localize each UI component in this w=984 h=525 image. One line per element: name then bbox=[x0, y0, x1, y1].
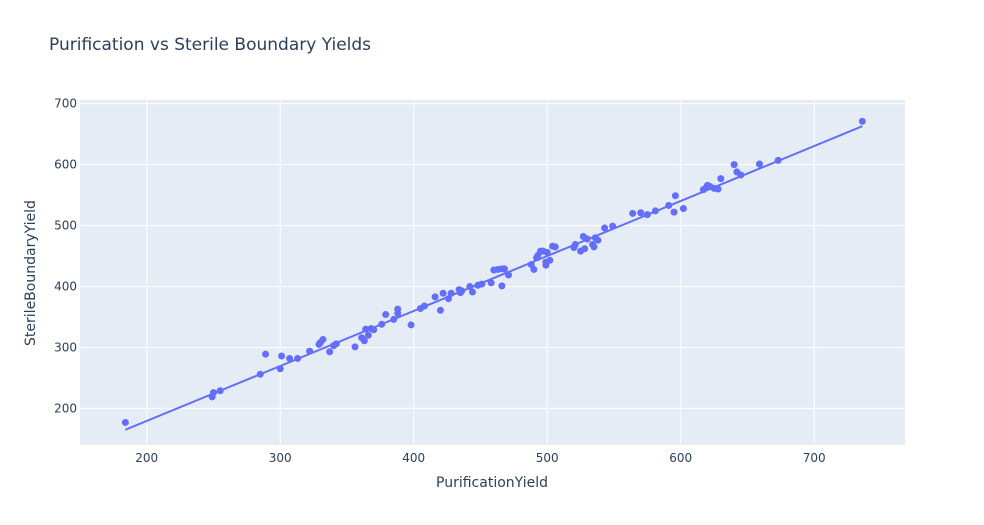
data-point bbox=[670, 208, 678, 216]
data-point bbox=[436, 306, 444, 314]
data-point bbox=[478, 280, 486, 288]
data-point bbox=[444, 295, 452, 303]
data-point bbox=[501, 265, 509, 273]
y-tick-label: 700 bbox=[54, 97, 77, 111]
x-tick-label: 200 bbox=[135, 451, 158, 465]
data-point bbox=[468, 288, 476, 296]
data-point bbox=[637, 209, 645, 217]
data-point bbox=[714, 185, 722, 193]
x-tick-label: 600 bbox=[669, 451, 692, 465]
data-point bbox=[278, 352, 286, 360]
data-point bbox=[543, 248, 551, 256]
data-point bbox=[530, 265, 538, 273]
data-point bbox=[583, 235, 591, 243]
x-tick-label: 700 bbox=[803, 451, 826, 465]
data-point bbox=[364, 331, 372, 339]
data-point bbox=[209, 389, 217, 397]
data-point bbox=[360, 337, 368, 345]
y-tick-label: 600 bbox=[54, 158, 77, 172]
data-point bbox=[601, 224, 609, 232]
data-point bbox=[294, 354, 302, 362]
data-point bbox=[581, 245, 589, 253]
data-point bbox=[276, 365, 284, 373]
data-point bbox=[505, 271, 513, 279]
data-point bbox=[609, 222, 617, 230]
data-point bbox=[671, 192, 679, 200]
data-point bbox=[629, 209, 637, 217]
x-tick-label: 400 bbox=[402, 451, 425, 465]
data-point bbox=[498, 282, 506, 290]
data-point bbox=[326, 348, 334, 356]
tick-labels: 200 300 400 500 600 700 200 300 400 500 600 700 bbox=[54, 97, 826, 465]
data-point bbox=[447, 289, 455, 297]
data-point bbox=[407, 321, 415, 329]
data-point bbox=[730, 161, 738, 169]
x-axis-title: PurificationYield bbox=[436, 475, 548, 491]
data-point bbox=[594, 236, 602, 244]
data-point bbox=[458, 287, 466, 295]
grid-lines bbox=[80, 100, 905, 445]
data-point bbox=[332, 340, 340, 348]
data-point bbox=[382, 311, 390, 319]
data-point bbox=[651, 207, 659, 215]
data-point bbox=[256, 370, 264, 378]
data-point bbox=[439, 289, 447, 297]
data-point bbox=[420, 302, 428, 310]
data-point bbox=[431, 293, 439, 301]
data-point bbox=[390, 315, 398, 323]
data-point bbox=[774, 156, 782, 164]
data-point bbox=[546, 256, 554, 264]
data-point bbox=[351, 343, 359, 351]
data-point bbox=[858, 117, 866, 125]
data-point bbox=[665, 201, 673, 209]
data-point bbox=[370, 326, 378, 334]
y-tick-label: 200 bbox=[54, 401, 77, 415]
chart-title: Purification vs Sterile Boundary Yields bbox=[49, 35, 371, 55]
data-point bbox=[571, 240, 579, 248]
data-point bbox=[362, 325, 370, 333]
data-point bbox=[590, 243, 598, 251]
data-point bbox=[286, 354, 294, 362]
data-point bbox=[319, 336, 327, 344]
data-point bbox=[679, 204, 687, 212]
data-point bbox=[394, 309, 402, 317]
x-tick-label: 500 bbox=[536, 451, 559, 465]
data-point bbox=[306, 347, 314, 355]
data-point bbox=[378, 320, 386, 328]
y-tick-label: 300 bbox=[54, 340, 77, 354]
data-point bbox=[487, 279, 495, 287]
x-tick-label: 300 bbox=[269, 451, 292, 465]
data-point bbox=[717, 175, 725, 183]
data-point bbox=[262, 350, 270, 358]
data-point bbox=[755, 160, 763, 168]
y-tick-label: 500 bbox=[54, 219, 77, 233]
data-points bbox=[121, 117, 866, 426]
y-tick-label: 400 bbox=[54, 280, 77, 294]
data-point bbox=[643, 211, 651, 219]
data-point bbox=[551, 243, 559, 251]
data-point bbox=[216, 387, 224, 395]
data-point bbox=[121, 418, 129, 426]
data-point bbox=[466, 283, 474, 291]
y-axis-title: SterileBoundaryYield bbox=[23, 200, 39, 346]
data-point bbox=[737, 171, 745, 179]
